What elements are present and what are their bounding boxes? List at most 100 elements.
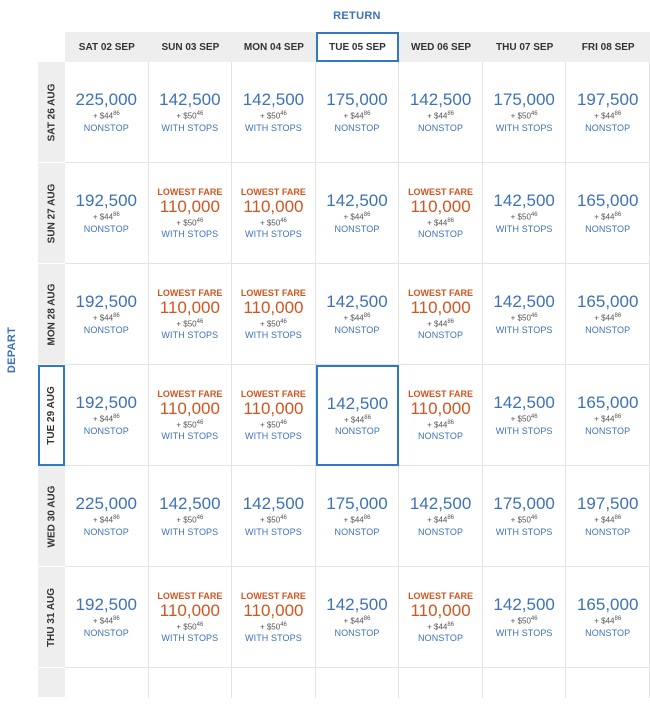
fare-miles: 142,500: [409, 494, 472, 514]
fare-miles: 110,000: [410, 297, 471, 317]
fare-cell[interactable]: LOWEST FARE 110,000 + $4486 NONSTOP: [399, 567, 483, 668]
fare-tax-dollars: 50: [187, 111, 197, 121]
return-date-header[interactable]: TUE 05 SEP: [315, 32, 400, 62]
fare-cell[interactable]: LOWEST FARE 110,000 + $5046 WITH STOPS: [148, 567, 233, 668]
fare-cell[interactable]: LOWEST FARE 110,000 + $4486 NONSTOP: [399, 163, 483, 264]
fare-stops: NONSTOP: [418, 229, 464, 240]
fare-cell[interactable]: LOWEST FARE 110,000 + $5046 WITH STOPS: [232, 567, 316, 668]
depart-date-header[interactable]: SUN 27 AUG: [38, 163, 65, 264]
fare-tax-prefix: + $: [594, 414, 606, 424]
lowest-fare-badge: LOWEST FARE: [240, 186, 306, 197]
fare-miles: 142,500: [493, 191, 555, 211]
fare-stops: NONSTOP: [585, 526, 631, 537]
fare-cell[interactable]: 175,000 + $4486 NONSTOP: [315, 62, 400, 163]
fare-cell[interactable]: 142,500 + $5046 WITH STOPS: [232, 466, 316, 567]
fare-cell[interactable]: LOWEST FARE 110,000 + $5046 WITH STOPS: [148, 163, 233, 264]
fare-cell[interactable]: 175,000 + $5046 WITH STOPS: [482, 466, 567, 567]
fare-cell[interactable]: 192,500 + $4486 NONSTOP: [65, 365, 149, 466]
depart-date-header[interactable]: WED 30 AUG: [38, 466, 65, 567]
return-date-header[interactable]: MON 04 SEP: [232, 32, 316, 62]
fare-cell[interactable]: LOWEST FARE 110,000 + $5046 WITH STOPS: [232, 264, 316, 365]
fare-cell[interactable]: 192,500 + $4486 NONSTOP: [65, 163, 149, 264]
fare-stops: WITH STOPS: [245, 330, 302, 341]
fare-tax-prefix: + $: [259, 420, 272, 430]
depart-date-text: TUE 29 AUG: [46, 386, 57, 445]
fare-cell-partial: [232, 668, 316, 698]
fare-miles: 142,500: [159, 90, 221, 110]
fare-cell[interactable]: LOWEST FARE 110,000 + $4486 NONSTOP: [399, 264, 483, 365]
return-date-header[interactable]: WED 06 SEP: [399, 32, 483, 62]
fare-cell[interactable]: LOWEST FARE 110,000 + $5046 WITH STOPS: [232, 163, 316, 264]
fare-cell[interactable]: 165,000 + $4486 NONSTOP: [566, 567, 650, 668]
depart-date-header[interactable]: TUE 29 AUG: [38, 365, 65, 466]
fare-tax-dollars: 50: [522, 313, 531, 323]
lowest-fare-badge: LOWEST FARE: [408, 186, 474, 197]
fare-cell[interactable]: 142,500 + $4486 NONSTOP: [315, 567, 400, 668]
fare-cell[interactable]: 192,500 + $4486 NONSTOP: [65, 567, 149, 668]
fare-tax-dollars: 44: [438, 420, 448, 430]
fare-cell[interactable]: 165,000 + $4486 NONSTOP: [566, 163, 650, 264]
fare-cell[interactable]: 192,500 + $4486 NONSTOP: [65, 264, 149, 365]
fare-cell[interactable]: 142,500 + $5046 WITH STOPS: [482, 264, 567, 365]
depart-date-header[interactable]: MON 28 AUG: [38, 264, 65, 365]
fare-cell[interactable]: 142,500 + $4486 NONSTOP: [315, 365, 400, 466]
fare-cell[interactable]: LOWEST FARE 110,000 + $5046 WITH STOPS: [232, 365, 316, 466]
fare-cell[interactable]: LOWEST FARE 110,000 + $5046 WITH STOPS: [148, 365, 233, 466]
fare-cell[interactable]: 165,000 + $4486 NONSTOP: [566, 264, 650, 365]
fare-miles: 225,000: [75, 494, 137, 514]
fare-stops: WITH STOPS: [495, 122, 553, 133]
fare-miles: 142,500: [409, 90, 472, 110]
fare-cell[interactable]: 175,000 + $4486 NONSTOP: [315, 466, 400, 567]
fare-tax: + $5046: [176, 515, 203, 525]
fare-cell[interactable]: LOWEST FARE 110,000 + $4486 NONSTOP: [399, 365, 483, 466]
fare-tax-cents: 86: [447, 419, 455, 426]
fare-cell[interactable]: 197,500 + $4486 NONSTOP: [566, 466, 650, 567]
fare-tax: + $4486: [93, 111, 120, 121]
fare-cell[interactable]: 142,500 + $4486 NONSTOP: [315, 264, 400, 365]
fare-cell[interactable]: 175,000 + $5046 WITH STOPS: [482, 62, 567, 163]
fare-cell[interactable]: 225,000 + $4486 NONSTOP: [65, 466, 149, 567]
fare-cell[interactable]: 142,500 + $5046 WITH STOPS: [482, 163, 567, 264]
fare-tax-cents: 86: [447, 111, 455, 118]
fare-stops: NONSTOP: [585, 324, 631, 335]
return-date-header[interactable]: THU 07 SEP: [482, 32, 567, 62]
return-date-header[interactable]: SAT 02 SEP: [65, 32, 149, 62]
fare-cell-partial: [65, 668, 149, 698]
fare-tax-cents: 86: [363, 313, 371, 320]
fare-tax-cents: 86: [447, 217, 455, 224]
fare-miles: 197,500: [576, 90, 639, 110]
fare-tax-dollars: 44: [104, 212, 114, 222]
lowest-fare-badge: LOWEST FARE: [157, 388, 223, 399]
depart-date-header[interactable]: SAT 26 AUG: [38, 62, 65, 163]
fare-tax-prefix: + $: [510, 616, 522, 626]
fare-miles: 175,000: [493, 494, 555, 514]
fare-tax-dollars: 44: [104, 111, 114, 121]
fare-cell[interactable]: 142,500 + $4486 NONSTOP: [399, 62, 483, 163]
fare-cell[interactable]: 142,500 + $5046 WITH STOPS: [232, 62, 316, 163]
fare-cell[interactable]: 142,500 + $5046 WITH STOPS: [148, 62, 233, 163]
fare-cell[interactable]: 142,500 + $5046 WITH STOPS: [482, 567, 567, 668]
fare-tax-cents: 86: [614, 313, 622, 320]
fare-tax-cents: 46: [530, 313, 538, 320]
fare-cell[interactable]: 165,000 + $4486 NONSTOP: [566, 365, 650, 466]
depart-date-text: SAT 26 AUG: [46, 83, 58, 141]
depart-date-header[interactable]: THU 31 AUG: [38, 567, 65, 668]
fare-cell[interactable]: 142,500 + $4486 NONSTOP: [399, 466, 483, 567]
depart-date-text: SUN 27 AUG: [46, 183, 57, 243]
fare-cell[interactable]: 142,500 + $5046 WITH STOPS: [482, 365, 567, 466]
fare-cell[interactable]: 142,500 + $5046 WITH STOPS: [148, 466, 233, 567]
fare-cell[interactable]: 142,500 + $4486 NONSTOP: [315, 163, 400, 264]
fare-cell[interactable]: LOWEST FARE 110,000 + $5046 WITH STOPS: [148, 264, 233, 365]
fare-tax: + $4486: [594, 414, 621, 424]
return-date-header[interactable]: SUN 03 SEP: [148, 32, 233, 62]
fare-tax-cents: 46: [196, 419, 204, 426]
fare-stops: WITH STOPS: [161, 122, 219, 133]
fare-tax-prefix: + $: [92, 616, 105, 626]
fare-tax: + $4486: [427, 420, 454, 430]
fare-cell[interactable]: 197,500 + $4486 NONSTOP: [566, 62, 650, 163]
fare-cell[interactable]: 225,000 + $4486 NONSTOP: [65, 62, 149, 163]
fare-miles: 142,500: [493, 292, 555, 312]
return-date-header[interactable]: FRI 08 SEP: [566, 32, 650, 62]
fare-miles: 175,000: [326, 494, 388, 514]
fare-tax-dollars: 50: [187, 515, 197, 525]
